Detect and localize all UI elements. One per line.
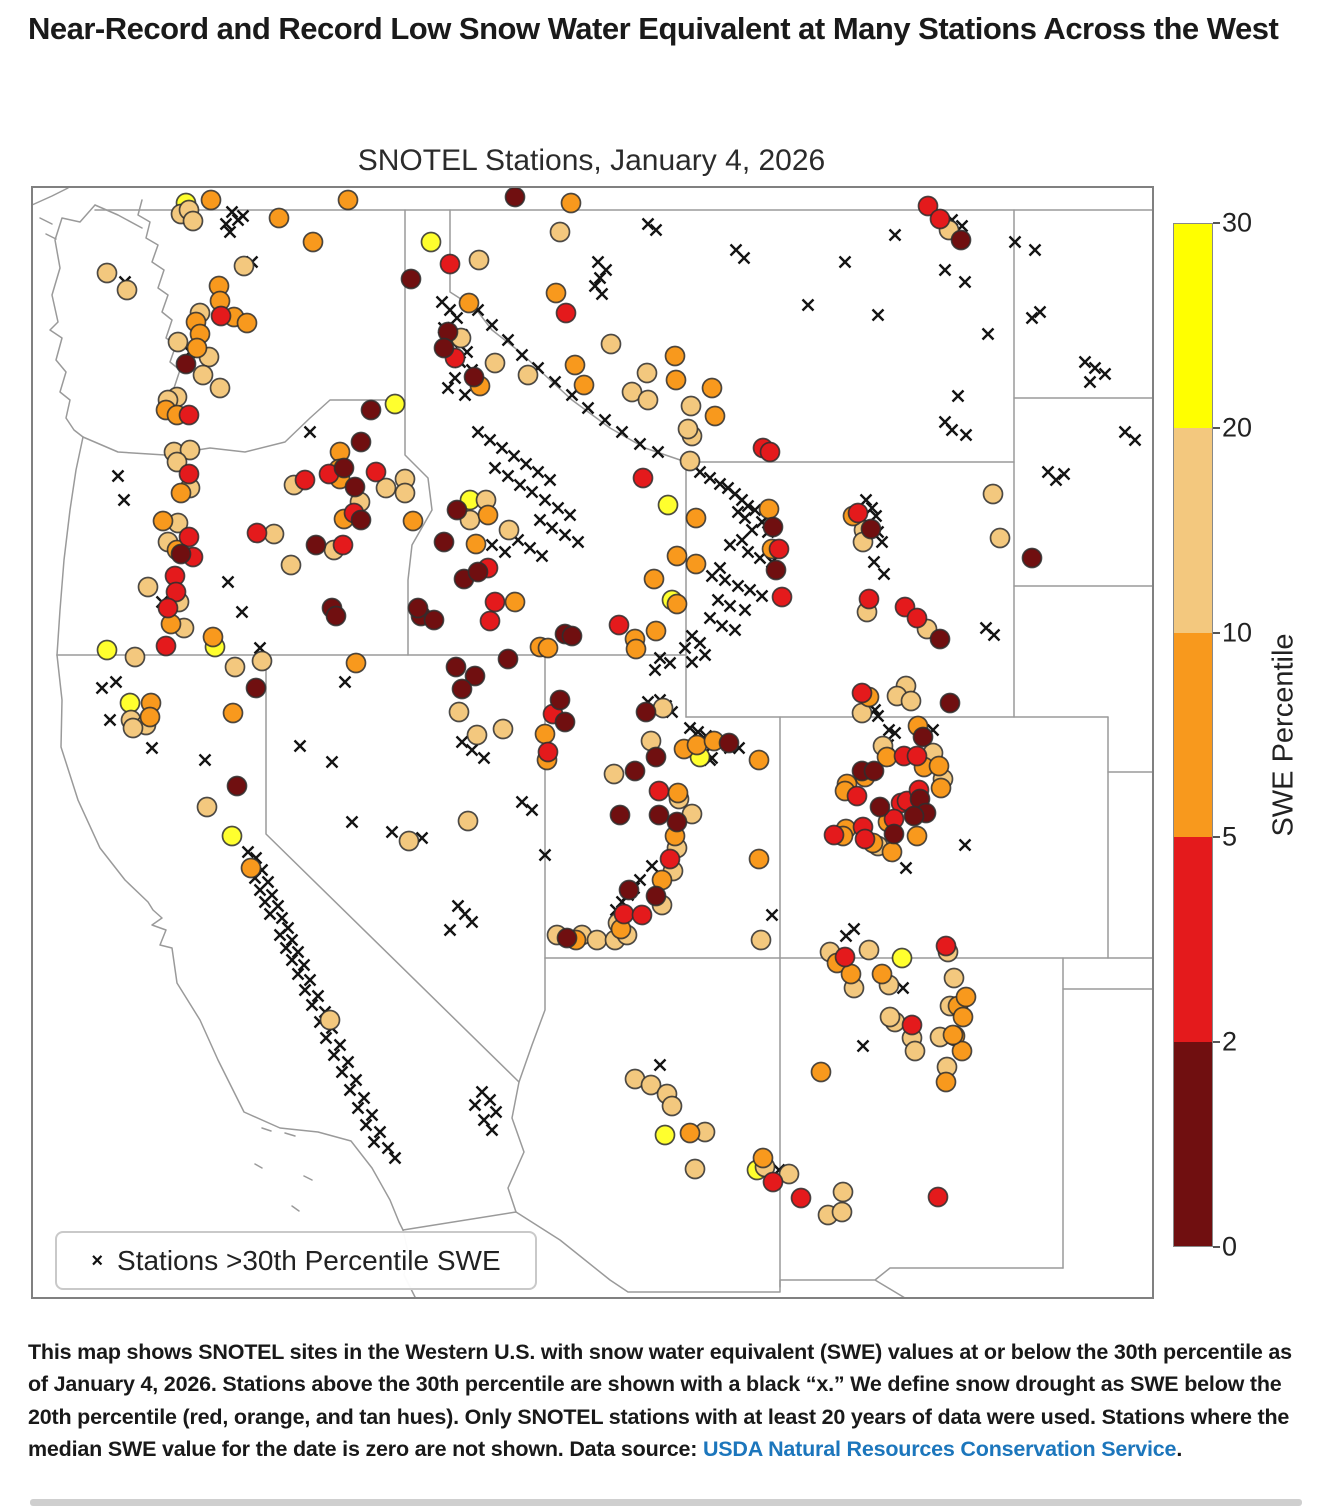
colorbar-tick-mark (1213, 1246, 1220, 1248)
colorbar-tick-label: 20 (1222, 412, 1253, 443)
map-svg (31, 186, 1154, 1299)
colorbar-tick-label: 2 (1222, 1026, 1238, 1057)
caption-text: This map shows SNOTEL sites in the Weste… (28, 1340, 1292, 1461)
colorbar (1173, 223, 1213, 1247)
above-30th-markers (95, 205, 1142, 1177)
colorbar-title: SWE Percentile (1267, 633, 1300, 837)
legend-label: Stations >30th Percentile SWE (117, 1244, 501, 1276)
colorbar-tick-mark (1213, 222, 1220, 224)
data-source-link[interactable]: USDA Natural Resources Conservation Serv… (702, 1436, 1177, 1461)
colorbar-tick-mark (1213, 1041, 1220, 1044)
colorbar-tick-mark (1213, 631, 1220, 634)
map-frame (31, 186, 1154, 1299)
page-title: Near-Record and Record Low Snow Water Eq… (28, 11, 1279, 46)
colorbar-tick-label: 30 (1222, 207, 1253, 238)
station-dots (96, 186, 1043, 1226)
colorbar-tick-label: 5 (1222, 821, 1238, 852)
map-legend: × Stations >30th Percentile SWE (55, 1231, 537, 1290)
colorbar-tick-mark (1213, 836, 1220, 839)
caption: This map shows SNOTEL sites in the Weste… (28, 1336, 1306, 1465)
map-title: SNOTEL Stations, January 4, 2026 (357, 144, 826, 177)
bottom-scrollbar[interactable] (30, 1499, 1302, 1506)
caption-period: . (1176, 1436, 1183, 1461)
colorbar-tick-label: 0 (1222, 1231, 1238, 1262)
colorbar-tick-label: 10 (1222, 617, 1253, 648)
colorbar-tick-mark (1213, 426, 1220, 429)
x-marker-icon: × (91, 1250, 104, 1272)
